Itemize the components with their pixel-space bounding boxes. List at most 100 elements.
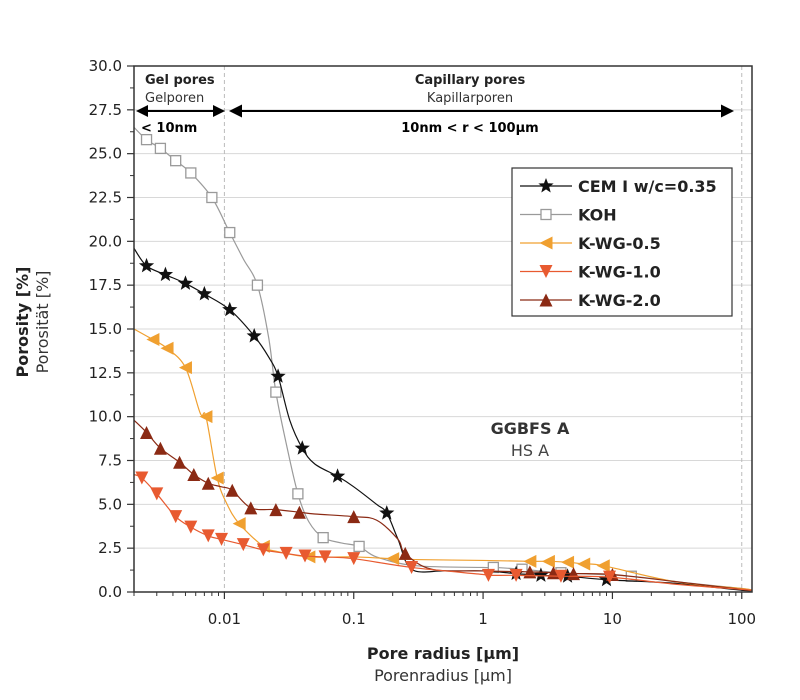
data-point	[379, 505, 395, 520]
sample-title: GGBFS A	[491, 419, 570, 438]
legend-label: KOH	[578, 206, 617, 225]
capillary-pores-title: Capillary pores	[415, 73, 526, 88]
series-k-wg-2-0	[133, 419, 753, 591]
data-point	[251, 279, 264, 291]
legend-item: CEM I w/c=0.35	[520, 177, 717, 196]
data-point	[170, 155, 182, 167]
data-point	[222, 301, 238, 317]
x-tick-label: 0.01	[208, 610, 241, 628]
y-tick-label: 25.0	[89, 145, 122, 163]
data-point	[279, 546, 293, 560]
data-point	[169, 510, 183, 524]
data-point	[302, 550, 316, 564]
x-tick-label: 10	[603, 610, 622, 628]
data-point	[135, 471, 149, 485]
data-point	[201, 476, 215, 490]
data-point	[177, 275, 194, 290]
data-point	[196, 285, 212, 301]
legend-item: K-WG-0.5	[520, 234, 661, 253]
data-point	[256, 543, 270, 557]
data-point	[541, 554, 555, 568]
data-point	[146, 333, 160, 347]
y-tick-label: 2.5	[98, 539, 122, 557]
gel-pores-subtitle: Gelporen	[145, 91, 204, 106]
data-point	[185, 167, 197, 179]
data-point	[398, 546, 412, 560]
data-point	[554, 569, 568, 583]
data-point	[236, 538, 250, 552]
x-tick-label: 1	[478, 610, 488, 628]
gel-range-arrow	[136, 105, 225, 117]
x-tick-label: 0.1	[342, 610, 366, 628]
data-point	[298, 549, 312, 563]
gel-pores-title: Gel pores	[145, 73, 215, 88]
data-point	[154, 142, 167, 155]
data-point	[523, 554, 537, 568]
data-point	[292, 488, 304, 500]
data-point	[199, 410, 213, 424]
data-point	[138, 257, 155, 273]
legend-item: KOH	[520, 206, 617, 225]
data-point	[353, 540, 365, 553]
data-point	[487, 561, 499, 574]
x-axis-label: Pore radius [µm]	[367, 644, 519, 663]
data-point	[224, 226, 236, 239]
data-point	[598, 571, 615, 587]
y-tick-label: 15.0	[89, 320, 122, 338]
data-point	[225, 483, 239, 497]
y-tick-label: 5.0	[98, 495, 122, 513]
legend-label: CEM I w/c=0.35	[578, 177, 717, 196]
y-tick-label: 12.5	[89, 364, 122, 382]
data-point	[173, 455, 187, 469]
data-point	[269, 503, 283, 517]
data-point	[386, 552, 400, 566]
data-point	[347, 552, 361, 566]
axis-ticks: 0.0 2.5 5.0 7.5 10.0 12.5 15.0 17.5 20.0 22.5 25.0…	[89, 57, 756, 628]
series-line	[133, 473, 753, 591]
data-point	[329, 468, 346, 483]
data-point	[150, 487, 164, 501]
series-line	[133, 419, 753, 591]
data-point	[577, 557, 591, 571]
data-point	[317, 531, 329, 544]
region-divider-lines	[223, 66, 743, 592]
data-point	[270, 368, 286, 383]
x-axis-label-secondary: Porenradius [µm]	[374, 666, 512, 685]
data-point	[270, 386, 282, 398]
data-point	[140, 133, 153, 146]
data-point	[178, 361, 192, 375]
data-point	[140, 425, 154, 439]
capillary-range-arrow	[229, 104, 734, 118]
legend-marker	[539, 265, 553, 278]
data-point	[184, 520, 198, 534]
data-point	[481, 568, 495, 582]
data-point	[294, 440, 310, 455]
data-point	[232, 517, 246, 531]
data-series	[133, 126, 753, 592]
data-point	[533, 567, 549, 582]
y-tick-label: 0.0	[98, 583, 122, 601]
data-point	[318, 550, 332, 564]
gel-range-label: < 10nm	[141, 121, 197, 136]
series-k-wg-0-5	[133, 328, 753, 591]
y-tick-label: 22.5	[89, 189, 122, 207]
legend-label: K-WG-2.0	[578, 291, 661, 310]
x-tick-label: 100	[727, 610, 756, 628]
data-point	[244, 501, 258, 515]
y-tick-label: 20.0	[89, 232, 122, 250]
y-axis-label-secondary: Porosität [%]	[33, 271, 52, 374]
y-tick-label: 17.5	[89, 276, 122, 294]
legend-marker	[539, 293, 553, 307]
data-point	[210, 471, 224, 485]
legend-label: K-WG-1.0	[578, 263, 661, 282]
y-tick-label: 10.0	[89, 408, 122, 426]
data-point	[603, 570, 617, 584]
y-tick-label: 7.5	[98, 452, 122, 470]
legend-item: K-WG-2.0	[520, 291, 661, 310]
series-line	[133, 328, 753, 591]
legend-marker	[538, 178, 554, 193]
data-point	[153, 441, 167, 455]
legend-label: K-WG-0.5	[578, 234, 661, 253]
data-point	[509, 568, 523, 582]
